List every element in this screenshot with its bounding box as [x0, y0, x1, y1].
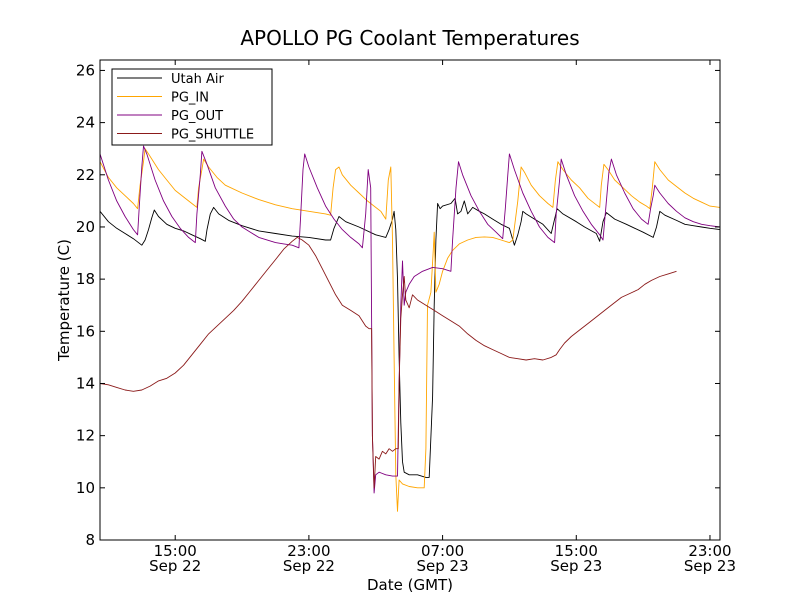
- y-tick-label: 22: [76, 166, 95, 184]
- y-tick-label: 24: [76, 114, 95, 132]
- y-tick-label: 16: [76, 322, 95, 340]
- x-tick-label-date: Sep 23: [417, 557, 469, 575]
- x-tick-label-time: 23:00: [287, 542, 330, 560]
- legend-label: PG_IN: [171, 91, 209, 106]
- y-tick-label: 8: [85, 531, 95, 549]
- x-tick-label-time: 15:00: [154, 542, 197, 560]
- series-line-utah-air: [100, 197, 720, 478]
- y-axis-title: Temperature (C): [55, 239, 73, 362]
- x-tick-label-date: Sep 22: [149, 557, 201, 575]
- y-tick-label: 20: [76, 218, 95, 236]
- x-tick-label-date: Sep 23: [684, 557, 736, 575]
- y-tick-label: 10: [76, 479, 95, 497]
- series-line-pg-shuttle: [100, 236, 677, 489]
- y-tick-label: 12: [76, 427, 95, 445]
- x-axis-title: Date (GMT): [367, 576, 453, 594]
- legend-box: [111, 68, 273, 146]
- series-line-pg-in: [100, 148, 720, 512]
- legend: Utah Air PG_IN PG_OUT PG_SHUTTLE: [111, 68, 273, 146]
- y-tick-label: 18: [76, 270, 95, 288]
- x-tick-label-time: 15:00: [555, 542, 598, 560]
- legend-label: Utah Air: [171, 72, 224, 87]
- x-tick-label-time: 23:00: [688, 542, 731, 560]
- legend-label: PG_OUT: [171, 109, 223, 124]
- x-tick-label-date: Sep 22: [283, 557, 335, 575]
- legend-label: PG_SHUTTLE: [171, 128, 254, 143]
- series-layer: [100, 145, 720, 512]
- x-tick-label-date: Sep 23: [550, 557, 602, 575]
- plot-frame: [99, 59, 721, 541]
- y-tick-label: 26: [76, 61, 95, 79]
- x-tick-label-time: 07:00: [421, 542, 464, 560]
- y-tick-label: 14: [76, 374, 95, 392]
- chart-title: APOLLO PG Coolant Temperatures: [240, 26, 579, 50]
